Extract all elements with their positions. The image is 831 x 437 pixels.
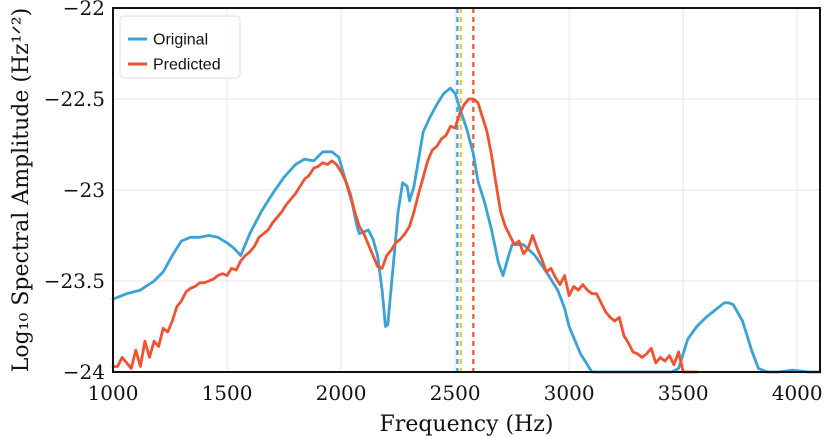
y-tick-label: −23 <box>63 178 105 202</box>
legend: Original Predicted <box>119 15 241 79</box>
peak-markers <box>456 8 475 372</box>
y-axis-title: Log₁₀ Spectral Amplitude (Hz¹ᐟ²) <box>9 8 34 372</box>
x-tick-label: 1000 <box>88 381 139 405</box>
series-line-original <box>111 86 822 374</box>
legend-label-predicted: Predicted <box>153 57 221 74</box>
x-tick-label: 2500 <box>430 381 481 405</box>
x-tick-label: 1500 <box>202 381 253 405</box>
x-tick-label: 2000 <box>316 381 367 405</box>
y-tick-label: −22.5 <box>44 87 105 111</box>
x-tick-label: 4000 <box>772 381 823 405</box>
y-tick-label: −22 <box>63 0 105 20</box>
series-lines <box>111 86 822 374</box>
legend-box <box>119 15 241 79</box>
series-line-predicted <box>111 97 699 374</box>
plot-frame <box>112 7 821 373</box>
x-axis-title: Frequency (Hz) <box>380 412 554 437</box>
legend-label-original: Original <box>153 32 208 49</box>
x-axis-ticks: 1000 1500 2000 2500 3000 3500 4000 <box>88 381 823 405</box>
x-tick-label: 3500 <box>658 381 709 405</box>
y-axis-ticks: −22 −22.5 −23 −23.5 −24 <box>44 0 105 384</box>
y-tick-label: −24 <box>63 360 105 384</box>
y-tick-label: −23.5 <box>44 269 105 293</box>
x-tick-label: 3000 <box>544 381 595 405</box>
